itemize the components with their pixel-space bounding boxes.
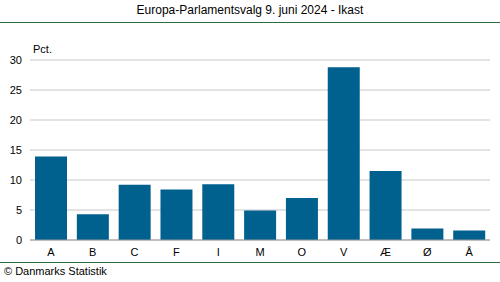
svg-text:5: 5 bbox=[16, 204, 22, 216]
svg-text:15: 15 bbox=[10, 144, 22, 156]
svg-text:V: V bbox=[340, 246, 348, 258]
svg-text:10: 10 bbox=[10, 174, 22, 186]
svg-text:F: F bbox=[173, 246, 180, 258]
svg-text:O: O bbox=[298, 246, 307, 258]
svg-text:0: 0 bbox=[16, 234, 22, 246]
svg-text:Ø: Ø bbox=[423, 246, 432, 258]
html-text:Europa-Parlamentsvalg 9. juni: Europa-Parlamentsvalg 9. juni 2024 - Ika… bbox=[136, 3, 364, 17]
svg-text:B: B bbox=[89, 246, 96, 258]
svg-text:I: I bbox=[217, 246, 220, 258]
svg-text:C: C bbox=[131, 246, 139, 258]
html-text:© Danmarks Statistik: © Danmarks Statistik bbox=[4, 265, 107, 277]
svg-text:A: A bbox=[47, 246, 55, 258]
svg-text:M: M bbox=[255, 246, 264, 258]
svg-text:25: 25 bbox=[10, 84, 22, 96]
svg-text:20: 20 bbox=[10, 114, 22, 126]
svg-text:Æ: Æ bbox=[380, 246, 391, 258]
html-text:Pct.: Pct. bbox=[33, 43, 52, 55]
svg-text:30: 30 bbox=[10, 54, 22, 66]
svg-text:Å: Å bbox=[465, 246, 473, 258]
